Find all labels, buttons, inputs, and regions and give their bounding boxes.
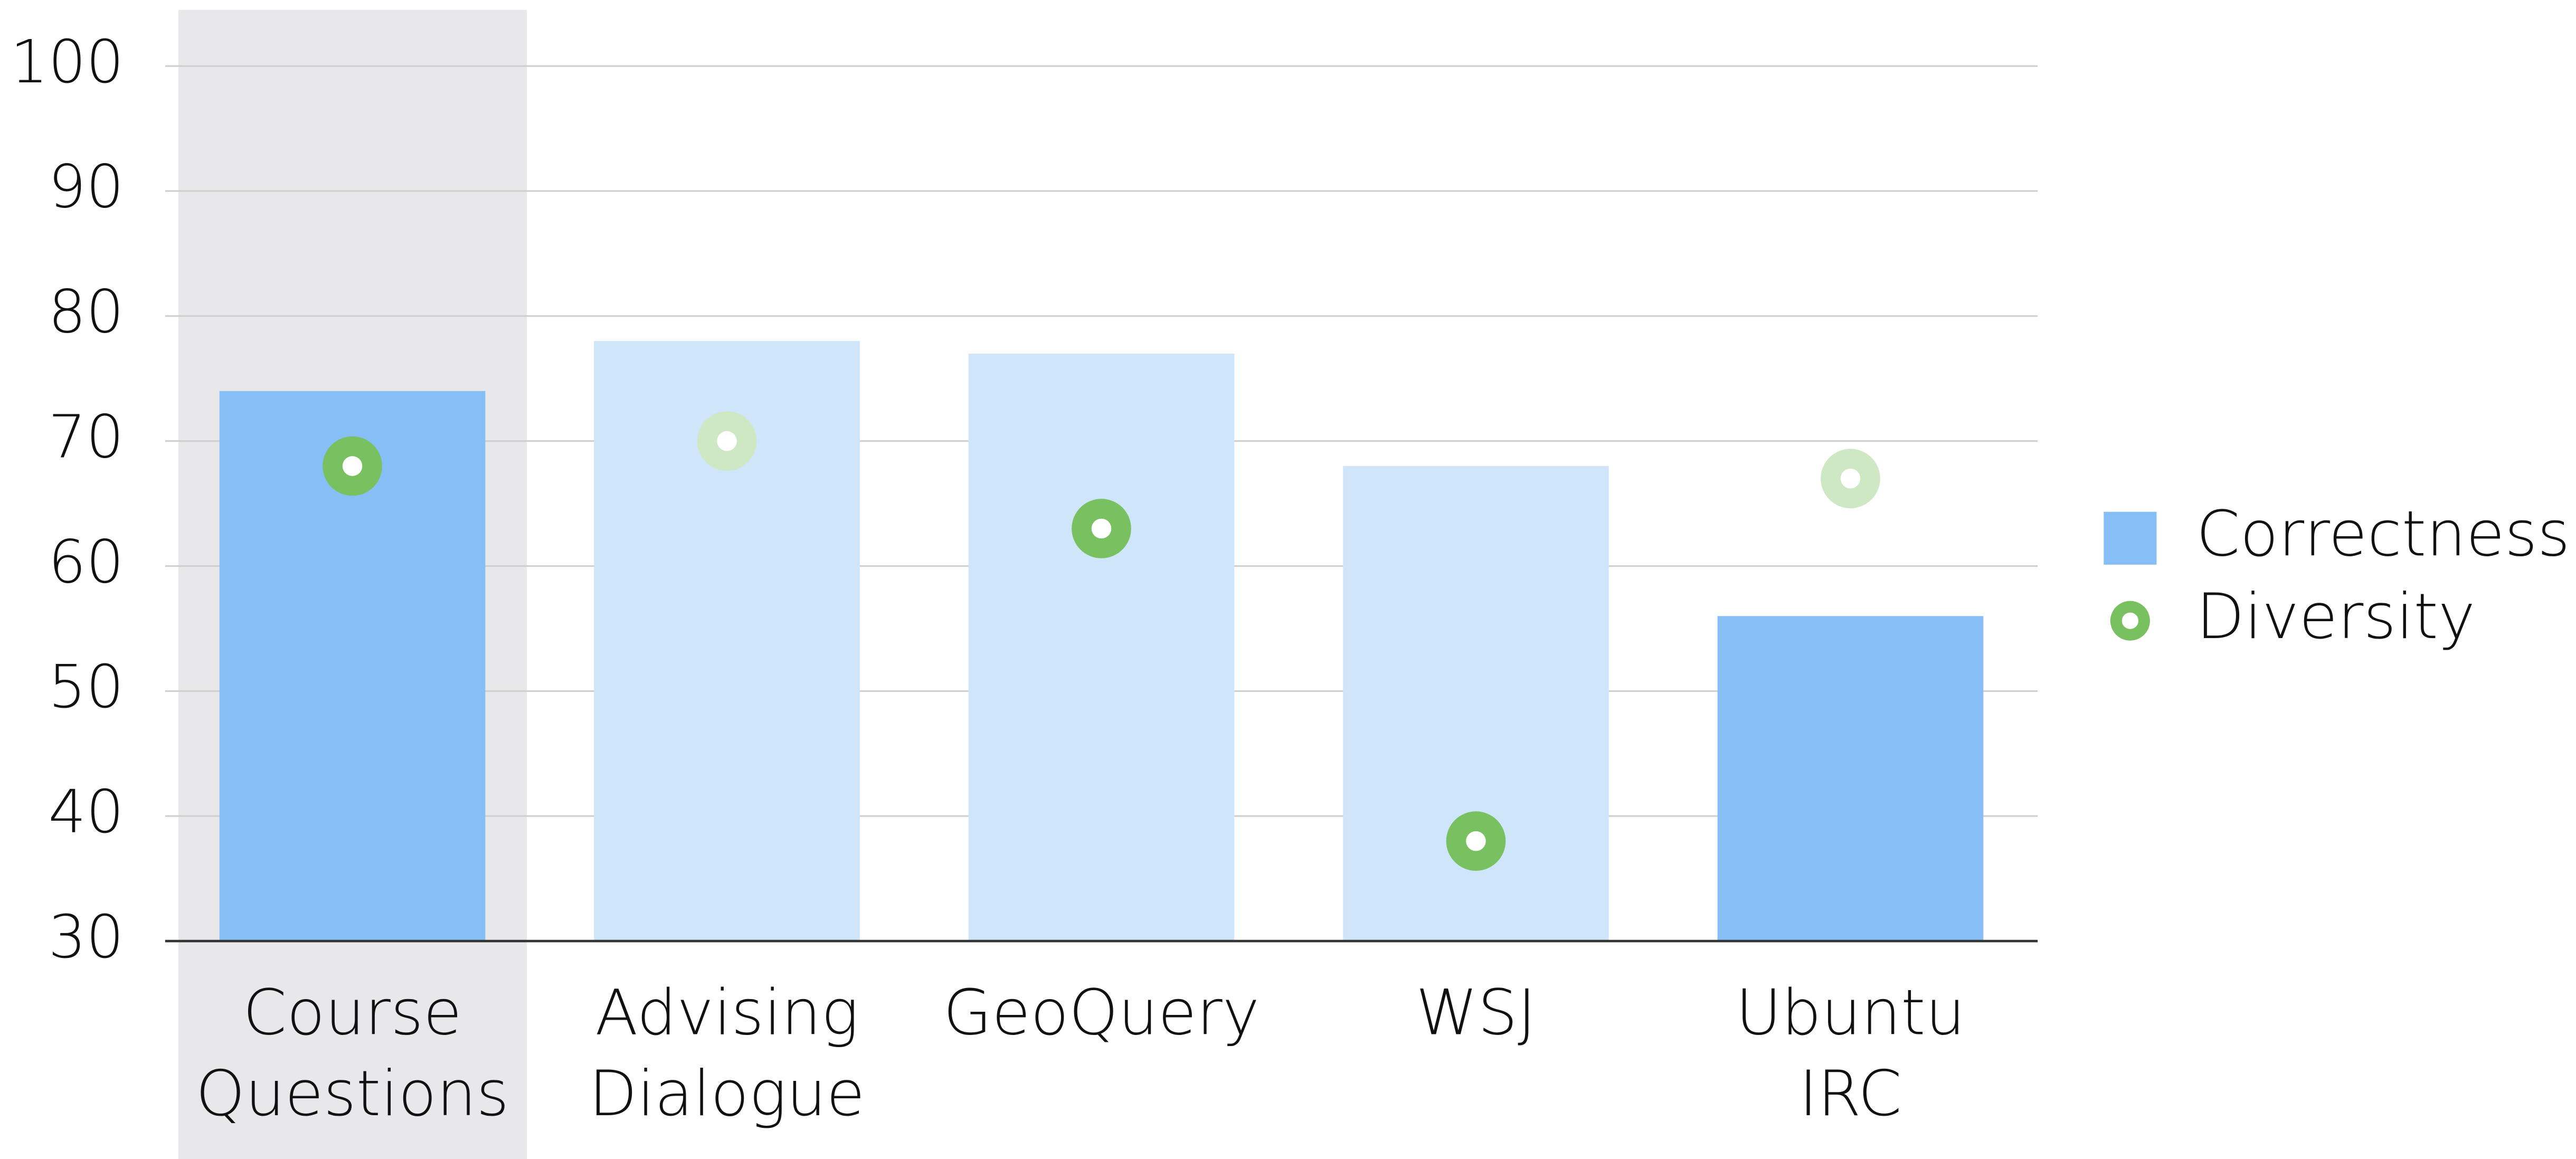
x-tick-label: WSJ bbox=[1416, 977, 1536, 1050]
y-tick-label: 90 bbox=[48, 152, 124, 222]
marker-center bbox=[342, 456, 363, 476]
x-tick-label: GeoQuery bbox=[943, 977, 1259, 1050]
y-tick-label: 50 bbox=[48, 652, 124, 721]
bar bbox=[968, 353, 1235, 942]
y-tick-label: 60 bbox=[48, 527, 124, 596]
marker-center bbox=[1091, 518, 1112, 539]
x-tick-label: Course bbox=[243, 977, 462, 1050]
y-tick-label: 80 bbox=[48, 277, 124, 347]
legend-swatch-center bbox=[2122, 612, 2139, 629]
y-tick-label: 30 bbox=[48, 902, 124, 972]
legend-swatch bbox=[2104, 511, 2157, 565]
y-tick-label: 40 bbox=[48, 777, 124, 847]
x-tick-label: Ubuntu bbox=[1736, 977, 1965, 1050]
legend-label: Diversity bbox=[2196, 581, 2476, 653]
y-tick-label: 100 bbox=[11, 27, 124, 97]
x-tick-label: IRC bbox=[1799, 1058, 1902, 1130]
y-tick-label: 70 bbox=[48, 402, 124, 471]
marker-center bbox=[1466, 831, 1486, 851]
marker-center bbox=[1840, 468, 1861, 489]
marker-center bbox=[717, 431, 737, 451]
bar bbox=[1717, 616, 1984, 942]
x-tick-label: Questions bbox=[196, 1058, 509, 1130]
x-tick-label: Dialogue bbox=[589, 1058, 865, 1130]
legend-label: Correctness bbox=[2196, 498, 2570, 571]
x-tick-label: Advising bbox=[595, 977, 859, 1050]
